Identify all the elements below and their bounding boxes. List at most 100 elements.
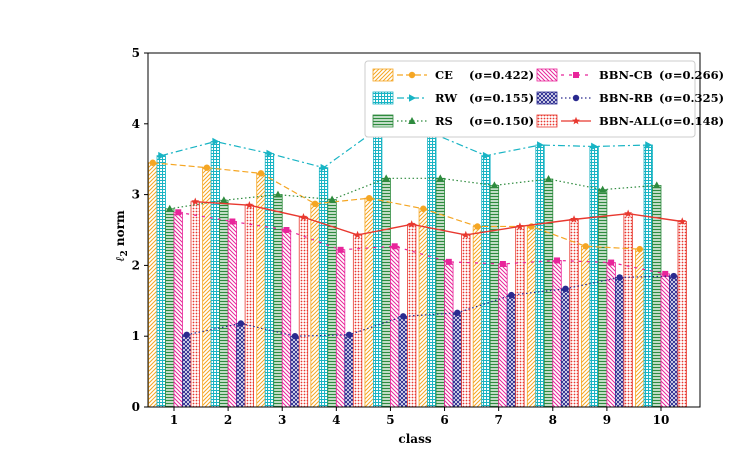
legend-bbn-all-sigma: (σ=0.148) bbox=[659, 114, 724, 128]
marker-rs-class-9 bbox=[598, 185, 607, 193]
marker-rw-class-10 bbox=[645, 141, 653, 149]
legend-ce-sigma: (σ=0.422) bbox=[469, 68, 534, 82]
bar-bbn-all-class-1 bbox=[190, 201, 200, 408]
marker-bbn-cb-class-3 bbox=[283, 227, 290, 233]
bar-bbn-cb-class-4 bbox=[335, 249, 346, 408]
bar-bbn-rb-class-1 bbox=[182, 334, 192, 408]
marker-bbn-cb-class-8 bbox=[554, 257, 561, 264]
marker-ce-class-7 bbox=[474, 223, 481, 230]
marker-bbn-all-class-2 bbox=[245, 201, 254, 209]
marker-bbn-cb-class-4 bbox=[337, 246, 344, 253]
marker-ce-class-1 bbox=[149, 159, 156, 166]
bar-bbn-cb-class-10 bbox=[660, 273, 670, 408]
bar-ce-class-9 bbox=[580, 245, 591, 408]
bar-rs-class-8 bbox=[543, 178, 554, 408]
marker-bbn-cb-class-7 bbox=[499, 260, 506, 267]
marker-bbn-cb-class-6 bbox=[445, 258, 452, 265]
marker-bbn-all-class-3 bbox=[299, 213, 308, 221]
marker-bbn-rb-class-2 bbox=[237, 320, 245, 327]
marker-bbn-rb-class-7 bbox=[508, 291, 515, 299]
legend-rw-label: RW bbox=[435, 91, 458, 105]
bar-rs-class-3 bbox=[273, 194, 283, 408]
marker-ce-class-10 bbox=[636, 245, 643, 253]
bar-ce-class-2 bbox=[202, 167, 212, 408]
bar-bbn-all-class-8 bbox=[569, 218, 579, 408]
legend-rw-marker bbox=[409, 94, 416, 102]
bar-ce-class-7 bbox=[472, 226, 483, 408]
bar-rs-class-1 bbox=[165, 208, 175, 408]
bar-ce-class-10 bbox=[635, 248, 645, 408]
marker-bbn-all-class-1 bbox=[191, 197, 200, 206]
legend-rs-marker bbox=[408, 117, 416, 124]
bar-bbn-cb-class-1 bbox=[173, 211, 183, 408]
bar-rw-class-2 bbox=[210, 141, 221, 408]
marker-bbn-rb-class-10 bbox=[670, 272, 677, 280]
x-tick-label-5: 5 bbox=[386, 413, 394, 427]
y-axis-label-subscript: 2 bbox=[120, 250, 130, 256]
bar-bbn-all-class-9 bbox=[623, 213, 633, 408]
x-tick-label-7: 7 bbox=[494, 413, 502, 427]
y-axis-label: ℓ2 norm bbox=[113, 210, 130, 262]
bar-ce-class-1 bbox=[148, 162, 158, 408]
x-axis-label: class bbox=[398, 432, 431, 446]
x-tick-label-3: 3 bbox=[278, 413, 286, 427]
bar-rw-class-7 bbox=[481, 155, 491, 408]
line-bbn-all bbox=[195, 200, 683, 236]
marker-bbn-rb-class-9 bbox=[616, 274, 623, 281]
y-tick-label-3: 3 bbox=[132, 188, 140, 202]
marker-bbn-all-class-4 bbox=[353, 230, 362, 239]
bar-rs-class-6 bbox=[435, 177, 445, 408]
line-bbn-cb bbox=[178, 211, 666, 275]
marker-bbn-rb-class-8 bbox=[562, 285, 569, 292]
marker-rw-class-1 bbox=[158, 151, 166, 160]
legend-bbn-rb-marker bbox=[572, 94, 580, 102]
legend-ce-label: CE bbox=[435, 68, 453, 82]
bar-rw-class-10 bbox=[643, 144, 653, 408]
marker-ce-class-3 bbox=[257, 170, 265, 177]
y-tick-label-0: 0 bbox=[132, 400, 140, 414]
marker-rs-class-3 bbox=[274, 190, 282, 198]
marker-rw-class-8 bbox=[537, 141, 545, 149]
bar-bbn-cb-class-9 bbox=[606, 262, 616, 408]
bar-rw-class-3 bbox=[264, 153, 275, 408]
bar-bbn-cb-class-6 bbox=[444, 261, 454, 408]
bar-ce-class-8 bbox=[526, 226, 537, 408]
legend-bbn-rb-sigma: (σ=0.325) bbox=[659, 91, 724, 105]
legend-bbn-cb-marker bbox=[573, 72, 579, 78]
marker-bbn-cb-class-10 bbox=[662, 270, 669, 277]
legend-ce-swatch bbox=[372, 68, 394, 82]
line-ce bbox=[152, 162, 640, 250]
marker-bbn-cb-class-9 bbox=[608, 259, 615, 266]
bar-bbn-all-class-4 bbox=[352, 234, 363, 408]
marker-rw-class-2 bbox=[212, 137, 220, 146]
marker-bbn-all-class-9 bbox=[624, 209, 633, 218]
marker-ce-class-9 bbox=[582, 243, 589, 250]
y-tick-label-1: 1 bbox=[132, 329, 140, 343]
marker-bbn-rb-class-5 bbox=[399, 313, 407, 320]
bar-rs-class-2 bbox=[219, 199, 229, 408]
legend-bbn-all-marker bbox=[572, 116, 580, 125]
y-axis-label-symbol: ℓ bbox=[113, 257, 127, 262]
legend-box bbox=[364, 60, 696, 138]
bar-bbn-rb-class-3 bbox=[290, 335, 300, 408]
legend-rw-sigma: (σ=0.155) bbox=[469, 91, 534, 105]
bar-rs-class-9 bbox=[597, 189, 608, 408]
legend-bbn-all-label: BBN-ALL bbox=[599, 114, 659, 128]
bar-bbn-rb-class-5 bbox=[398, 315, 408, 408]
marker-bbn-cb-class-2 bbox=[229, 218, 236, 225]
marker-rs-class-10 bbox=[652, 181, 661, 189]
bar-rs-class-4 bbox=[327, 199, 337, 408]
x-tick-label-10: 10 bbox=[653, 413, 670, 427]
bar-ce-class-5 bbox=[364, 197, 374, 408]
bar-ce-class-6 bbox=[418, 208, 428, 408]
marker-ce-class-2 bbox=[203, 164, 211, 171]
bar-bbn-rb-class-9 bbox=[614, 277, 625, 408]
legend-rs-swatch bbox=[372, 114, 394, 128]
x-tick-label-1: 1 bbox=[170, 413, 178, 427]
marker-rs-class-6 bbox=[436, 174, 445, 182]
x-tick-label-4: 4 bbox=[332, 413, 340, 427]
legend-rw-swatch bbox=[372, 91, 394, 105]
marker-bbn-rb-class-4 bbox=[345, 331, 353, 338]
y-tick-label-5: 5 bbox=[132, 46, 140, 60]
